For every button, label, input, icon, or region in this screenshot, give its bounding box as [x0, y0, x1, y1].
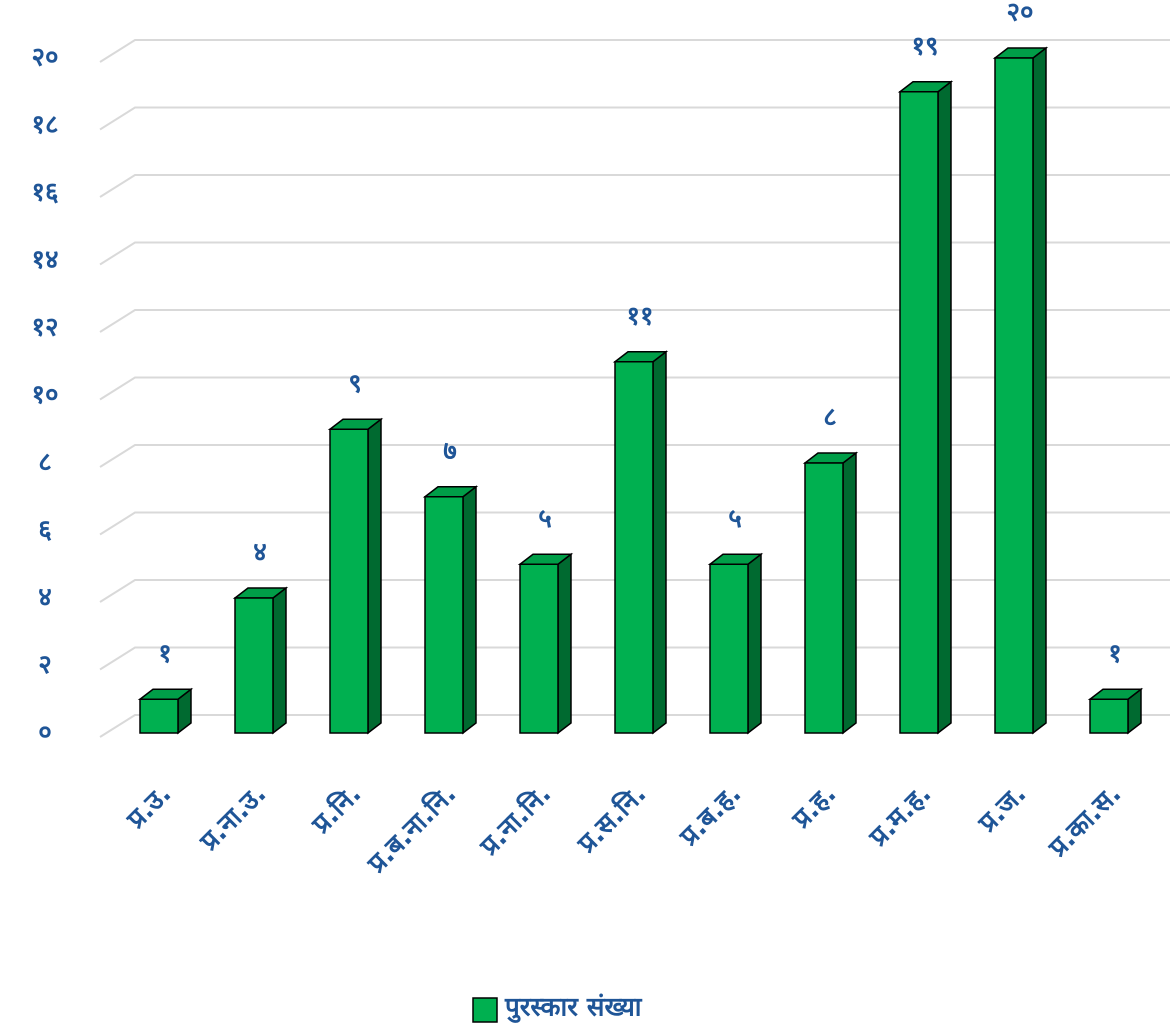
- bar-group: [137, 687, 194, 735]
- bar-side: [367, 417, 382, 735]
- bar-side: [652, 350, 667, 735]
- bar-group: [707, 552, 764, 735]
- x-tick-label: प्र.म.ह.: [863, 779, 937, 853]
- legend-swatch: [472, 997, 498, 1023]
- y-tick-label: ८: [38, 448, 52, 478]
- bar-group: [897, 80, 954, 735]
- bar: [899, 91, 939, 734]
- y-tick-label: १०: [31, 380, 58, 410]
- y-tick-label: ४: [38, 583, 52, 613]
- bar-side: [937, 80, 952, 735]
- bar-group: [422, 485, 479, 735]
- y-tick-label: २०: [31, 43, 58, 73]
- bar: [1089, 698, 1129, 734]
- data-label: २०: [1006, 0, 1033, 28]
- data-label: ११: [626, 301, 653, 331]
- y-tick-label: २: [38, 650, 52, 680]
- grid-line: [99, 444, 1170, 468]
- bar: [804, 462, 844, 734]
- grid-line: [99, 241, 1170, 266]
- legend-label: पुरस्कार संख्या: [504, 993, 643, 1024]
- grid-line: [99, 39, 1170, 63]
- bar-group: [232, 586, 289, 735]
- x-tick-label: प्र.ब.ना.नि.: [361, 778, 462, 879]
- bar-group: [612, 350, 669, 735]
- bar: [519, 563, 559, 734]
- x-tick-label: प्र.ना.नि.: [473, 778, 557, 862]
- x-tick-label: प्र.उ.: [121, 779, 177, 835]
- y-tick-label: १८: [31, 110, 58, 140]
- bar: [139, 698, 179, 734]
- x-tick-label: प्र.ह.: [786, 779, 842, 835]
- bar-side: [462, 485, 477, 735]
- grid-line: [99, 174, 1170, 198]
- bar-side: [747, 552, 762, 735]
- y-tick-label: १४: [31, 245, 58, 275]
- bar: [614, 361, 654, 734]
- data-label: ४: [253, 538, 267, 568]
- x-tick-label: प्र.स.नि.: [571, 778, 652, 859]
- y-tick-label: १२: [31, 313, 58, 343]
- data-label: ७: [443, 436, 457, 466]
- bar: [234, 597, 274, 734]
- bar-group: [517, 552, 574, 735]
- x-tick-label: प्र.ज.: [972, 779, 1032, 839]
- bar-group: [327, 417, 384, 735]
- x-tick-label: प्र.नि.: [305, 778, 367, 840]
- bar-group: [1087, 687, 1144, 735]
- x-tick-label: प्र.का.स.: [1043, 779, 1128, 864]
- data-label: १९: [911, 31, 938, 61]
- data-label: ९: [348, 369, 362, 399]
- bar-side: [1032, 46, 1047, 735]
- bar: [329, 428, 369, 734]
- grid-line: [99, 106, 1170, 131]
- grid-line: [99, 309, 1170, 333]
- data-label: १: [1108, 639, 1122, 669]
- data-label: ५: [728, 504, 742, 534]
- data-label: ५: [538, 504, 552, 534]
- bar: [994, 57, 1034, 734]
- grid-line: [99, 376, 1170, 401]
- x-tick-label: प्र.ना.उ.: [194, 779, 272, 857]
- bar-group: [802, 451, 859, 735]
- bar-group: [992, 46, 1049, 735]
- data-label: ८: [823, 403, 837, 433]
- y-tick-label: ६: [38, 515, 52, 545]
- y-tick-label: १६: [31, 178, 58, 208]
- bar-side: [842, 451, 857, 735]
- bar-side: [272, 586, 287, 735]
- data-label: १: [158, 639, 172, 669]
- x-tick-label: प्र.ब.ह.: [674, 779, 748, 853]
- bar: [709, 563, 749, 734]
- y-tick-label: ०: [38, 718, 52, 748]
- bar-side: [557, 552, 572, 735]
- bar: [424, 496, 464, 734]
